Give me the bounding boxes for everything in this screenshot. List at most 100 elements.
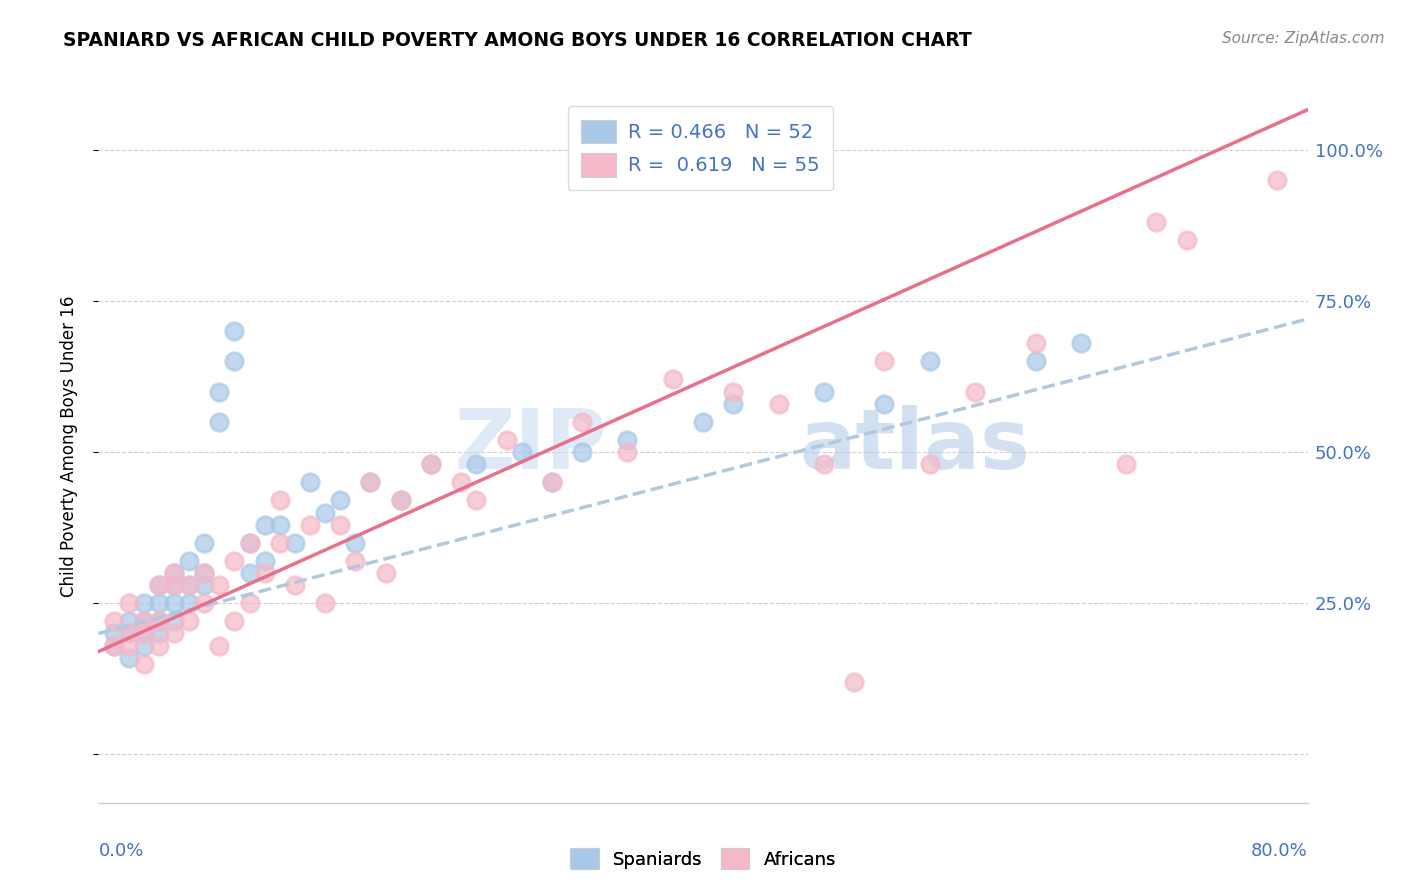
Point [540, 475, 562, 490]
Point [723, 397, 745, 411]
Point [571, 445, 593, 459]
Point [1024, 336, 1046, 351]
Point [1070, 336, 1092, 351]
Text: 0.0%: 0.0% [98, 842, 143, 860]
Point [132, 657, 155, 671]
Point [1267, 173, 1289, 187]
Point [118, 626, 141, 640]
Point [163, 578, 186, 592]
Point [179, 578, 201, 592]
Point [540, 475, 562, 490]
Point [132, 639, 155, 653]
Point [132, 615, 155, 629]
Point [1024, 354, 1046, 368]
Point [450, 475, 472, 490]
Point [224, 354, 246, 368]
Point [208, 415, 231, 429]
Point [148, 615, 170, 629]
Point [344, 535, 367, 549]
Point [813, 384, 835, 399]
Text: atlas: atlas [800, 406, 1031, 486]
Point [239, 535, 262, 549]
Point [314, 506, 336, 520]
Legend: R = 0.466   N = 52, R =  0.619   N = 55: R = 0.466 N = 52, R = 0.619 N = 55 [568, 106, 834, 191]
Point [132, 626, 155, 640]
Point [103, 615, 125, 629]
Point [132, 615, 155, 629]
Point [103, 626, 125, 640]
Point [253, 517, 276, 532]
Text: SPANIARD VS AFRICAN CHILD POVERTY AMONG BOYS UNDER 16 CORRELATION CHART: SPANIARD VS AFRICAN CHILD POVERTY AMONG … [63, 31, 972, 50]
Point [284, 578, 307, 592]
Point [148, 578, 170, 592]
Point [965, 384, 987, 399]
Point [1144, 215, 1167, 229]
Point [661, 372, 683, 386]
Point [768, 397, 790, 411]
Point [873, 397, 896, 411]
Point [163, 578, 186, 592]
Point [179, 578, 201, 592]
Point [465, 457, 488, 471]
Text: ZIP: ZIP [454, 406, 606, 486]
Point [918, 457, 941, 471]
Point [692, 415, 714, 429]
Point [1115, 457, 1137, 471]
Point [103, 639, 125, 653]
Point [344, 554, 367, 568]
Point [224, 615, 246, 629]
Point [118, 615, 141, 629]
Point [179, 554, 201, 568]
Point [163, 566, 186, 580]
Point [510, 445, 533, 459]
Point [420, 457, 443, 471]
Point [132, 596, 155, 610]
Point [208, 384, 231, 399]
Point [193, 535, 215, 549]
Point [1175, 233, 1198, 247]
Point [118, 650, 141, 665]
Point [224, 324, 246, 338]
Point [813, 457, 835, 471]
Point [269, 493, 291, 508]
Point [253, 554, 276, 568]
Point [374, 566, 396, 580]
Point [253, 566, 276, 580]
Point [571, 415, 593, 429]
Point [148, 639, 170, 653]
Point [148, 596, 170, 610]
Point [179, 615, 201, 629]
Point [163, 566, 186, 580]
Point [224, 554, 246, 568]
Point [239, 596, 262, 610]
Point [148, 615, 170, 629]
Point [103, 639, 125, 653]
Point [239, 566, 262, 580]
Point [148, 626, 170, 640]
Point [299, 517, 322, 532]
Y-axis label: Child Poverty Among Boys Under 16: Child Poverty Among Boys Under 16 [59, 295, 77, 597]
Point [118, 596, 141, 610]
Point [179, 596, 201, 610]
Point [193, 566, 215, 580]
Point [360, 475, 382, 490]
Point [163, 626, 186, 640]
Point [918, 354, 941, 368]
Point [269, 517, 291, 532]
Point [616, 433, 638, 447]
Point [329, 493, 352, 508]
Text: Source: ZipAtlas.com: Source: ZipAtlas.com [1222, 31, 1385, 46]
Point [193, 578, 215, 592]
Point [616, 445, 638, 459]
Point [193, 596, 215, 610]
Point [148, 578, 170, 592]
Point [208, 578, 231, 592]
Point [163, 596, 186, 610]
Point [844, 674, 866, 689]
Point [314, 596, 336, 610]
Point [239, 535, 262, 549]
Point [299, 475, 322, 490]
Point [389, 493, 412, 508]
Point [723, 384, 745, 399]
Point [132, 626, 155, 640]
